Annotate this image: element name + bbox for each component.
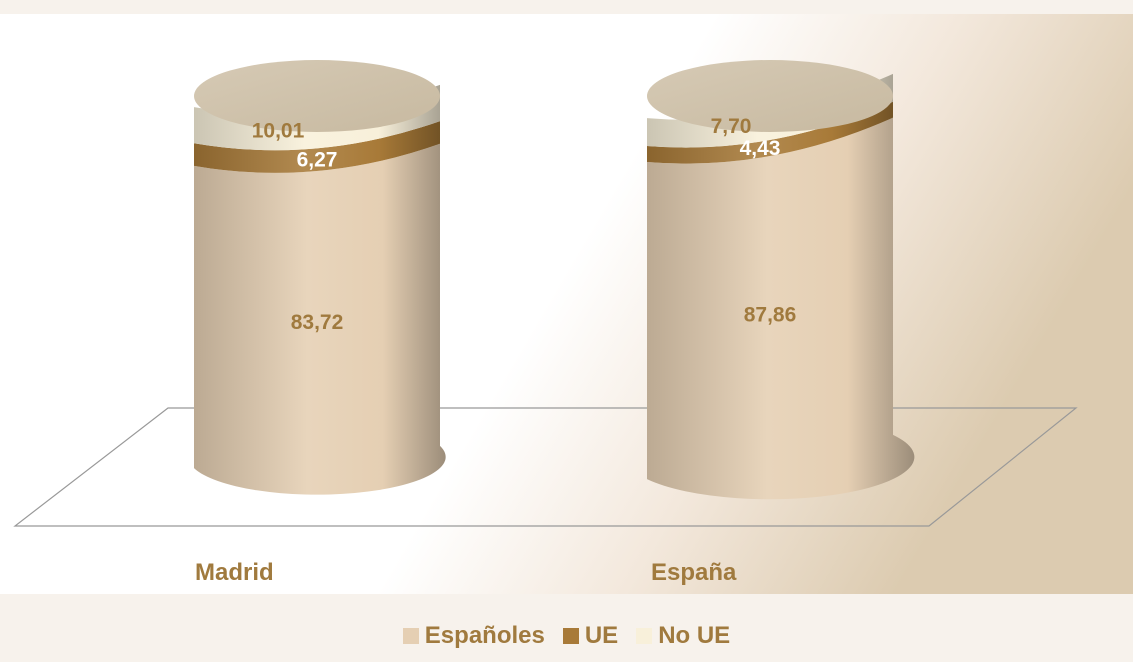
legend-label-no-ue: No UE (658, 622, 731, 649)
cylinder-top-madrid (194, 60, 440, 132)
bar-segment-madrid-espanoles (194, 143, 446, 495)
legend: Españoles UE No UE (0, 622, 1133, 650)
bar-segment-espana-espanoles (647, 117, 915, 500)
legend-item-ue: UE (562, 622, 619, 650)
legend-label-ue: UE (584, 622, 619, 649)
legend-item-no-ue: No UE (636, 622, 730, 650)
bar-segment-espana-no-ue (647, 73, 893, 148)
bar-segment-espana-ue (647, 101, 893, 164)
bar-segment-madrid-ue (194, 121, 440, 173)
data-label-madrid-espanoles: 83,72 (291, 311, 344, 334)
data-label-madrid-no-ue: 10,01 (252, 119, 305, 142)
plot-area-background (0, 14, 1133, 594)
legend-label-espanoles: Españoles (424, 622, 545, 649)
legend-swatch-no-ue (636, 628, 653, 644)
data-label-madrid-ue: 6,27 (297, 149, 338, 172)
cylinder-top-espana (647, 60, 893, 132)
category-label-espana: España (651, 559, 737, 586)
data-label-espana-espanoles: 87,86 (744, 304, 797, 327)
legend-item-espanoles: Españoles (402, 622, 545, 650)
data-label-espana-ue: 4,43 (740, 137, 781, 160)
category-label-madrid: Madrid (195, 559, 274, 586)
data-label-espana-no-ue: 7,70 (711, 115, 752, 138)
legend-swatch-ue (562, 628, 579, 644)
legend-swatch-espanoles (402, 628, 419, 644)
